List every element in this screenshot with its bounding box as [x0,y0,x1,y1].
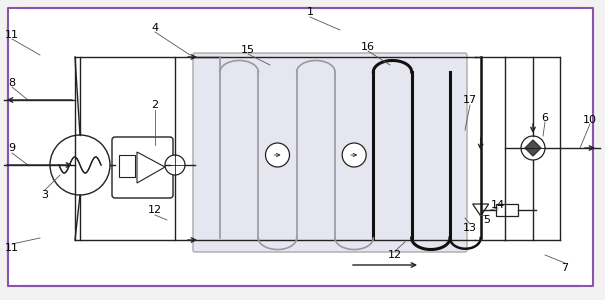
Text: 10: 10 [583,115,597,125]
Circle shape [165,155,185,175]
Text: 16: 16 [361,42,375,52]
Text: 5: 5 [483,215,491,225]
Text: 4: 4 [151,23,159,33]
Polygon shape [473,204,489,216]
FancyBboxPatch shape [193,53,467,252]
Text: 12: 12 [388,250,402,260]
Text: 9: 9 [8,143,16,153]
Circle shape [521,136,545,160]
Text: 2: 2 [151,100,159,110]
Polygon shape [525,140,541,156]
Bar [119,155,135,177]
Circle shape [266,143,290,167]
Circle shape [342,143,366,167]
Text: 17: 17 [463,95,477,105]
FancyBboxPatch shape [112,137,173,198]
Text: 7: 7 [561,263,569,273]
Polygon shape [137,152,165,183]
Bar [495,204,518,216]
Text: 1: 1 [307,7,313,17]
Text: 14: 14 [491,200,505,210]
Text: 8: 8 [8,78,16,88]
Text: 15: 15 [241,45,255,55]
Text: 11: 11 [5,243,19,253]
FancyBboxPatch shape [8,8,593,286]
Text: 11: 11 [5,30,19,40]
Text: 3: 3 [42,190,48,200]
Text: 6: 6 [541,113,549,123]
Text: 13: 13 [463,223,477,233]
Text: 12: 12 [148,205,162,215]
